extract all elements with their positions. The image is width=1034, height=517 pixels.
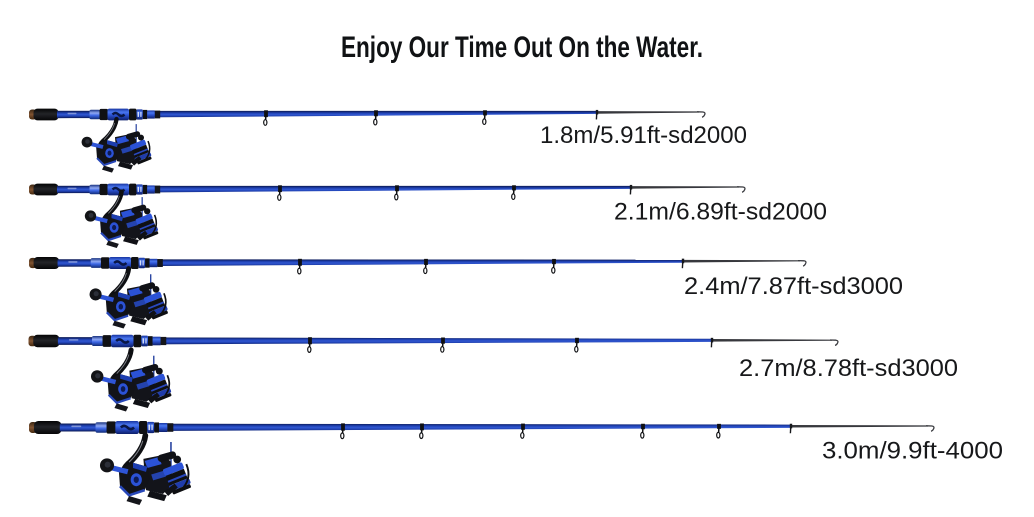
svg-text:2.4m/7.87ft-sd3000: 2.4m/7.87ft-sd3000 — [684, 273, 903, 300]
svg-text:3.0m/9.9ft-4000: 3.0m/9.9ft-4000 — [822, 438, 1003, 465]
svg-text:Enjoy Our Time Out On the Wate: Enjoy Our Time Out On the Water. — [341, 31, 703, 64]
svg-text:2.7m/8.78ft-sd3000: 2.7m/8.78ft-sd3000 — [739, 355, 958, 382]
svg-text:1.8m/5.91ft-sd2000: 1.8m/5.91ft-sd2000 — [540, 122, 747, 149]
svg-text:2.1m/6.89ft-sd2000: 2.1m/6.89ft-sd2000 — [614, 198, 827, 225]
